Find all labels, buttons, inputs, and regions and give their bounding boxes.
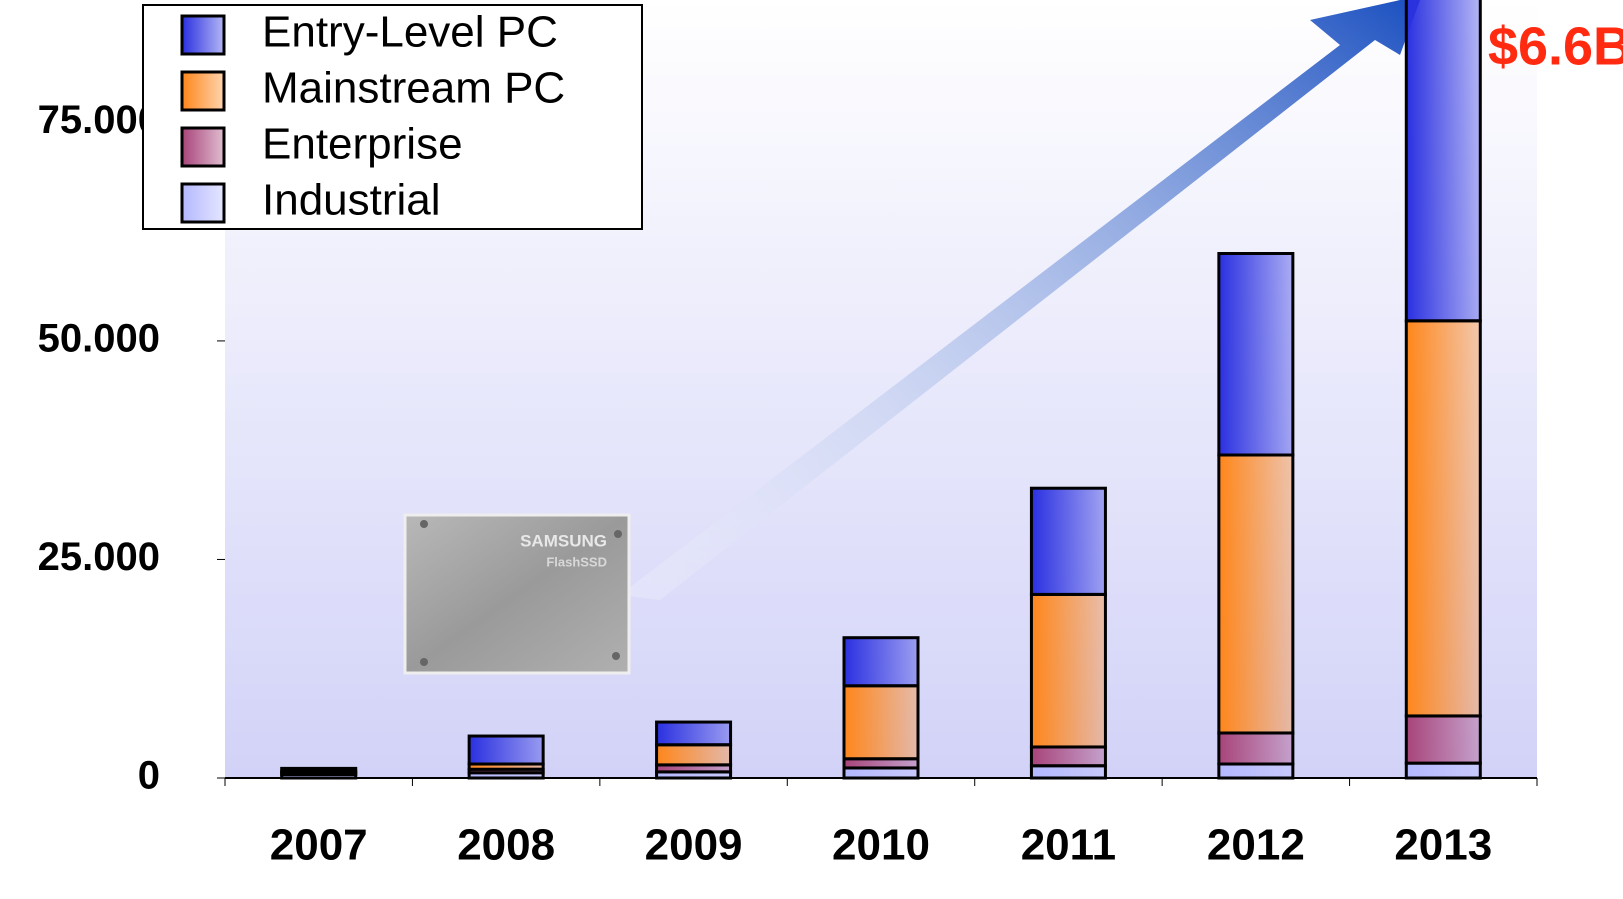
legend-swatch [180, 70, 226, 112]
y-tick-label: 75.000 [38, 98, 160, 142]
x-tick-label: 2010 [832, 821, 930, 870]
legend: Industrial Enterprise Mainstream PC Entry-L… [142, 4, 643, 230]
product-sublabel: FlashSSD [546, 554, 607, 569]
bar-segment [1029, 486, 1107, 596]
bar-segment [655, 743, 733, 767]
bars [280, 0, 1482, 780]
y-tick-label: 50.000 [38, 316, 160, 360]
bar-segment [842, 684, 920, 761]
bar-segment [1029, 592, 1107, 749]
bar-segment [1029, 764, 1107, 780]
bar-segment [842, 766, 920, 780]
legend-label: Entry-Level PC [262, 8, 558, 57]
bar-segment [280, 766, 358, 773]
legend-swatch [180, 126, 226, 168]
bar-segment [1029, 745, 1107, 768]
bar-segment [655, 720, 733, 747]
bar-segment [467, 734, 545, 766]
annotation: $6.6B [1488, 16, 1623, 76]
x-tick-label: 2012 [1207, 821, 1305, 870]
bar-segment [1404, 0, 1482, 323]
bar-segment [842, 636, 920, 688]
bar-segment [1404, 319, 1482, 718]
legend-swatch [180, 14, 226, 56]
legend-swatch [180, 182, 226, 224]
x-tick-label: 2011 [1021, 821, 1116, 870]
legend-label: Mainstream PC [262, 64, 565, 113]
legend-label: Industrial [262, 176, 441, 225]
x-tick-label: 2009 [645, 821, 743, 870]
x-tick-label: 2008 [457, 821, 555, 870]
y-tick-label: 0 [138, 754, 160, 798]
x-tick-label: 2013 [1394, 821, 1492, 870]
bar-segment [1217, 453, 1295, 735]
product-label: SAMSUNG [520, 531, 607, 550]
legend-label: Enterprise [262, 120, 463, 169]
ssd-image: SAMSUNG FlashSSD [403, 513, 631, 675]
y-tick-label: 25.000 [38, 535, 160, 579]
bar-segment [1217, 252, 1295, 457]
bar-segment [1217, 731, 1295, 766]
growth-arrow [620, 0, 1420, 600]
bar-segment [1217, 762, 1295, 780]
bar-segment [1404, 761, 1482, 780]
bar-segment [1404, 714, 1482, 765]
x-tick-label: 2007 [270, 821, 368, 870]
